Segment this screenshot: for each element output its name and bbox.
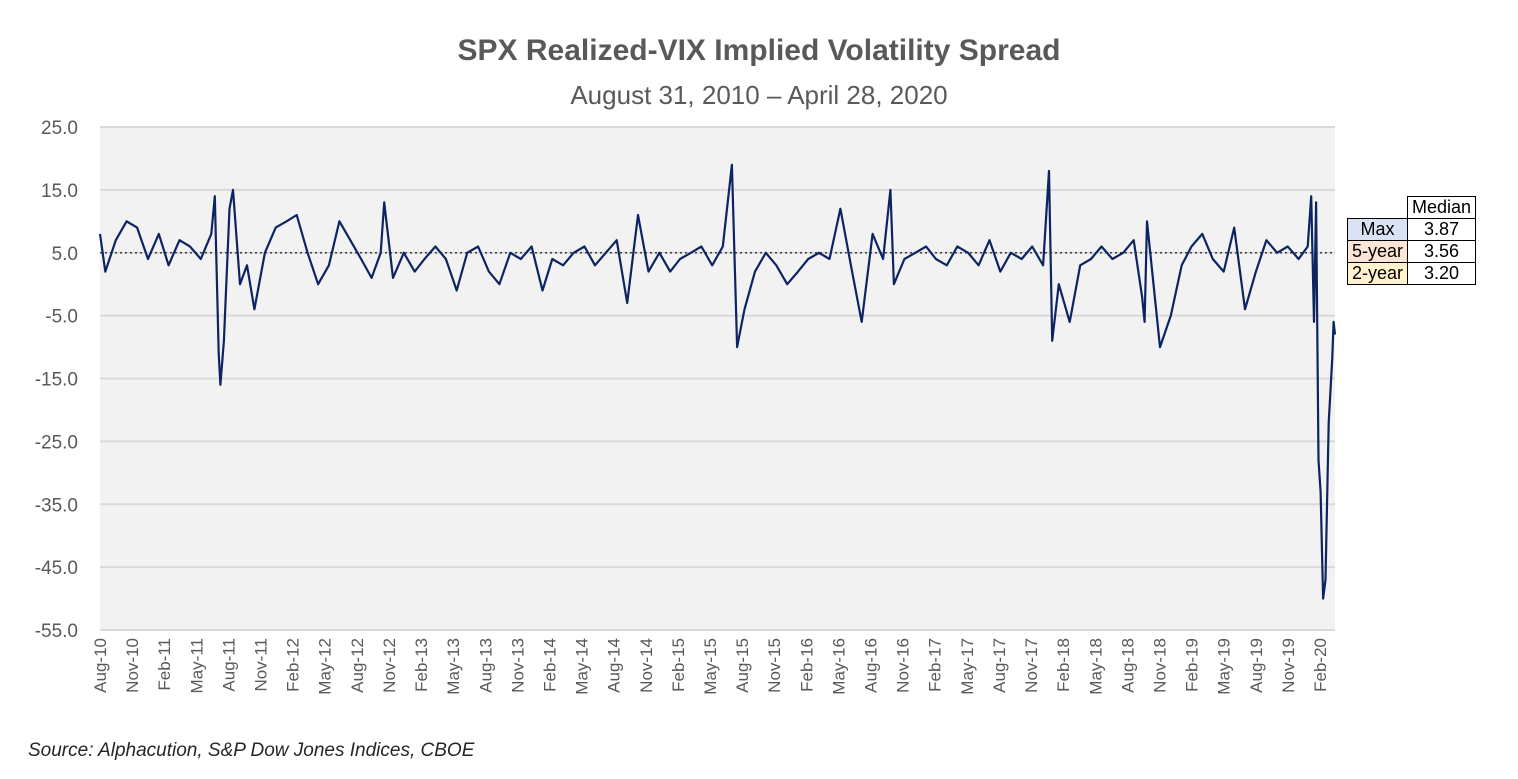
y-tick-label: 5.0 xyxy=(52,244,78,265)
x-tick-label: Nov-12 xyxy=(380,638,399,693)
x-tick-label: Aug-12 xyxy=(348,638,367,693)
x-tick-label: Feb-17 xyxy=(926,638,945,692)
x-tick-label: Nov-15 xyxy=(765,638,784,693)
y-tick-label: -25.0 xyxy=(35,432,78,453)
x-tick-label: Feb-15 xyxy=(669,638,688,692)
x-tick-label: Nov-13 xyxy=(508,638,527,693)
x-tick-label: May-14 xyxy=(573,638,592,695)
x-tick-label: Feb-16 xyxy=(797,638,816,692)
x-tick-label: May-11 xyxy=(187,638,206,693)
y-tick-label: -35.0 xyxy=(35,495,78,516)
chart-subtitle: August 31, 2010 – April 28, 2020 xyxy=(570,80,948,110)
source-note: Source: Alphacution, S&P Dow Jones Indic… xyxy=(28,740,475,761)
row-value: 3.87 xyxy=(1407,218,1477,241)
row-value: 3.20 xyxy=(1407,262,1477,285)
x-tick-label: Feb-12 xyxy=(284,638,303,692)
x-tick-label: May-12 xyxy=(316,638,335,695)
row-label: Max xyxy=(1346,218,1409,241)
x-tick-label: Feb-11 xyxy=(155,638,174,691)
x-tick-label: Nov-11 xyxy=(252,638,271,692)
x-tick-label: Aug-18 xyxy=(1118,638,1137,693)
x-tick-label: Nov-17 xyxy=(1022,638,1041,693)
y-tick-label: -55.0 xyxy=(35,621,78,642)
x-tick-label: Aug-15 xyxy=(733,638,752,693)
x-tick-label: Aug-16 xyxy=(862,638,881,693)
row-label: 5-year xyxy=(1346,240,1409,263)
y-tick-label: -15.0 xyxy=(35,370,78,391)
row-value: 3.56 xyxy=(1407,240,1477,263)
median-header: Median xyxy=(1407,196,1477,219)
x-tick-label: Feb-20 xyxy=(1311,638,1330,692)
y-tick-label: -5.0 xyxy=(45,307,78,328)
x-tick-label: Aug-17 xyxy=(990,638,1009,693)
chart-title: SPX Realized-VIX Implied Volatility Spre… xyxy=(457,34,1061,67)
series-line-spread xyxy=(98,163,1337,600)
x-tick-label: Nov-10 xyxy=(123,638,142,693)
x-tick-label: May-13 xyxy=(444,638,463,695)
x-tick-label: Nov-18 xyxy=(1150,638,1169,693)
y-tick-label: 15.0 xyxy=(41,181,78,202)
y-tick-label: -45.0 xyxy=(35,558,78,579)
median-table: Median Max 3.87 5-year 3.56 2-year 3.20 xyxy=(1346,196,1477,285)
x-tick-label: May-15 xyxy=(701,638,720,695)
x-tick-label: May-19 xyxy=(1215,638,1234,695)
x-tick-label: Aug-11 xyxy=(219,638,238,692)
x-tick-label: May-16 xyxy=(829,638,848,695)
x-tick-label: Nov-14 xyxy=(637,638,656,693)
x-tick-label: Feb-14 xyxy=(540,638,559,692)
y-tick-label: 25.0 xyxy=(41,118,78,139)
row-label: 2-year xyxy=(1346,262,1409,285)
x-tick-label: Feb-13 xyxy=(412,638,431,692)
x-tick-label: Feb-19 xyxy=(1183,638,1202,692)
x-tick-label: Aug-13 xyxy=(476,638,495,693)
x-tick-label: Aug-14 xyxy=(605,638,624,693)
x-tick-label: Nov-19 xyxy=(1279,638,1298,693)
x-tick-label: May-18 xyxy=(1086,638,1105,695)
x-tick-label: Aug-10 xyxy=(91,638,110,693)
x-tick-label: Nov-16 xyxy=(894,638,913,693)
x-tick-label: Aug-19 xyxy=(1247,638,1266,693)
x-tick-label: Feb-18 xyxy=(1054,638,1073,692)
x-tick-label: May-17 xyxy=(958,638,977,695)
